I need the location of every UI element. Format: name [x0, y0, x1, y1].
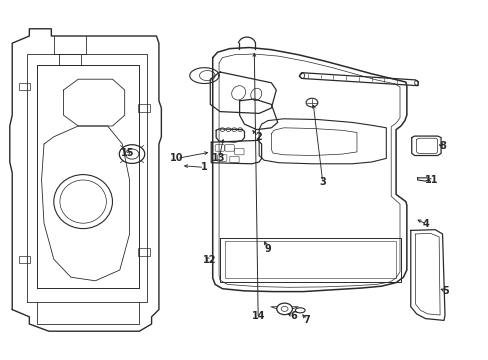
- Bar: [138, 104, 150, 112]
- Text: 11: 11: [424, 175, 437, 185]
- Text: 4: 4: [422, 219, 429, 229]
- Text: 15: 15: [121, 148, 135, 158]
- Text: 3: 3: [319, 177, 325, 187]
- Text: 10: 10: [170, 153, 183, 163]
- Text: 1: 1: [201, 162, 207, 172]
- Text: 14: 14: [251, 311, 264, 321]
- Bar: [19, 256, 30, 263]
- Text: 7: 7: [303, 315, 310, 325]
- Text: 9: 9: [264, 244, 271, 254]
- Text: 13: 13: [212, 153, 225, 163]
- Text: 8: 8: [438, 141, 445, 151]
- Text: 2: 2: [254, 132, 261, 142]
- Text: 12: 12: [202, 255, 216, 265]
- Bar: [138, 248, 150, 256]
- Bar: [19, 83, 30, 90]
- Text: 6: 6: [289, 311, 296, 321]
- Text: 5: 5: [442, 286, 448, 296]
